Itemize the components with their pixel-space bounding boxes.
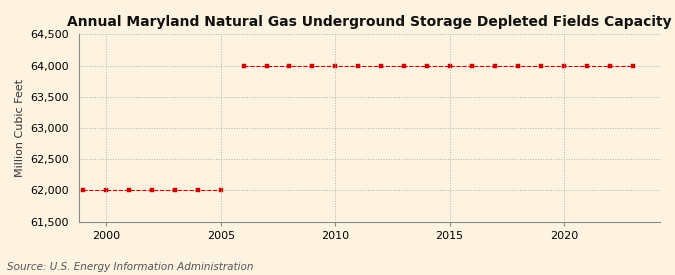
Text: Source: U.S. Energy Information Administration: Source: U.S. Energy Information Administ…	[7, 262, 253, 272]
Y-axis label: Million Cubic Feet: Million Cubic Feet	[15, 79, 25, 177]
Title: Annual Maryland Natural Gas Underground Storage Depleted Fields Capacity: Annual Maryland Natural Gas Underground …	[67, 15, 672, 29]
